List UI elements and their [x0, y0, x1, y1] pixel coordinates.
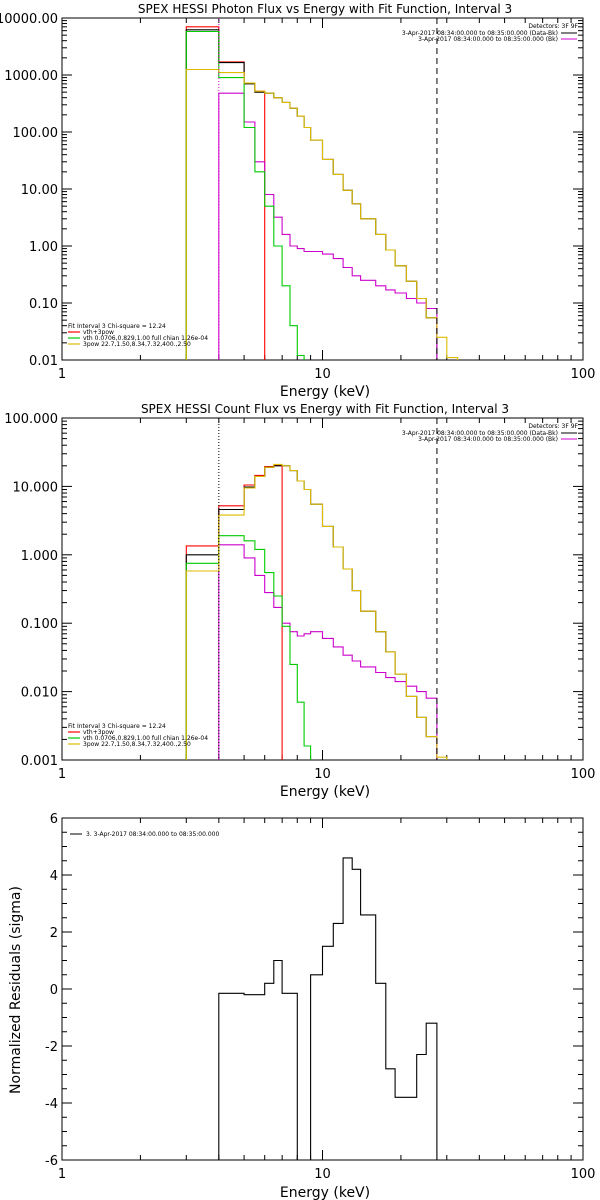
photon-flux-panel: SPEX HESSI Photon Flux vs Energy with Fi…	[0, 2, 595, 400]
fit-legend-item: vth 0.0706,0.829,1.00 full chian 1.26e-0…	[83, 335, 208, 342]
fit-legend-header: Fit Interval 3 Chi-square = 12.24	[68, 723, 166, 730]
fit-legend-header: Fit Interval 3 Chi-square = 12.24	[68, 323, 166, 330]
y-tick-label: 10000.00	[0, 12, 58, 27]
photon-flux-xlabel: Energy (keV)	[280, 384, 370, 400]
y-tick-label: 0.01	[29, 354, 58, 369]
legend-item: 3-Apr-2017 08:34:00.000 to 08:35:00.000 …	[418, 436, 558, 443]
legend-item: 3-Apr-2017 08:34:00.000 to 08:35:00.000 …	[418, 36, 558, 43]
y-tick-label: 10.000	[13, 480, 59, 495]
x-tick-label: 100	[571, 767, 596, 782]
series-line	[185, 465, 438, 760]
count-flux-xlabel: Energy (keV)	[280, 784, 370, 800]
y-tick-label: -4	[45, 1097, 58, 1112]
plot-frame	[61, 417, 584, 761]
y-tick-label: 10.00	[21, 183, 58, 198]
fit-legend-item: vth+3pow	[83, 329, 114, 336]
x-tick-label: 100	[571, 367, 596, 382]
series-line	[218, 857, 438, 1160]
series-line	[185, 68, 459, 360]
x-tick-label: 1	[58, 767, 66, 782]
y-tick-label: 100.000	[4, 412, 58, 427]
y-tick-label: 1.00	[29, 240, 58, 255]
fit-legend-item: 3pow 22.7,1.50,8.34,7.32,400.,2.50	[83, 341, 191, 348]
plot-frame	[61, 17, 584, 361]
y-tick-label: 0.10	[29, 297, 58, 312]
x-tick-label: 10	[314, 367, 331, 382]
x-tick-label: 10	[314, 767, 331, 782]
fit-legend-item: vth 0.0706,0.829,1.00 full chian 1.26e-0…	[83, 735, 208, 742]
residuals-panel: Energy (keV) Normalized Residuals (sigma…	[8, 812, 595, 1200]
photon-flux-title: SPEX HESSI Photon Flux vs Energy with Fi…	[138, 2, 512, 16]
fit-legend-item: vth+3pow	[83, 729, 114, 736]
y-tick-label: 1.000	[21, 549, 58, 564]
y-tick-label: 0.001	[21, 754, 58, 769]
series-line	[218, 544, 438, 760]
residuals-xlabel: Energy (keV)	[280, 1185, 370, 1200]
count-flux-title: SPEX HESSI Count Flux vs Energy with Fit…	[141, 402, 509, 416]
legend-item: 3-Apr-2017 08:34:00.000 to 08:35:00.000 …	[402, 30, 558, 37]
y-tick-label: 0.100	[21, 617, 58, 632]
legend-item: 3-Apr-2017 08:34:00.000 to 08:35:00.000 …	[402, 430, 558, 437]
residuals-ylabel: Normalized Residuals (sigma)	[8, 886, 24, 1094]
y-tick-label: 0.010	[21, 686, 58, 701]
legend-item: 3. 3-Apr-2017 08:34:00.000 to 08:35:00.0…	[86, 831, 219, 838]
y-tick-label: 2	[50, 926, 58, 941]
series-line	[218, 92, 438, 360]
y-tick-label: 1000.00	[4, 69, 58, 84]
count-flux-panel: SPEX HESSI Count Flux vs Energy with Fit…	[4, 402, 595, 800]
y-tick-label: 100.00	[13, 126, 59, 141]
series-line	[185, 30, 305, 360]
legend-header: Detectors: 3F 9F	[528, 423, 578, 430]
y-tick-label: -6	[45, 1154, 58, 1169]
y-tick-label: 4	[50, 869, 58, 884]
series-line	[185, 29, 438, 360]
series-line	[185, 463, 448, 760]
legend-header: Detectors: 3F 9F	[528, 23, 578, 30]
x-tick-label: 10	[314, 1167, 331, 1182]
y-tick-label: 6	[50, 812, 58, 827]
y-tick-label: 0	[50, 983, 58, 998]
x-tick-label: 1	[58, 367, 66, 382]
x-tick-label: 100	[571, 1167, 596, 1182]
series-line	[185, 535, 312, 760]
y-tick-label: -2	[45, 1040, 58, 1055]
x-tick-label: 1	[58, 1167, 66, 1182]
fit-legend-item: 3pow 22.7,1.50,8.34,7.32,400.,2.50	[83, 741, 191, 748]
plot-frame	[61, 817, 584, 1161]
